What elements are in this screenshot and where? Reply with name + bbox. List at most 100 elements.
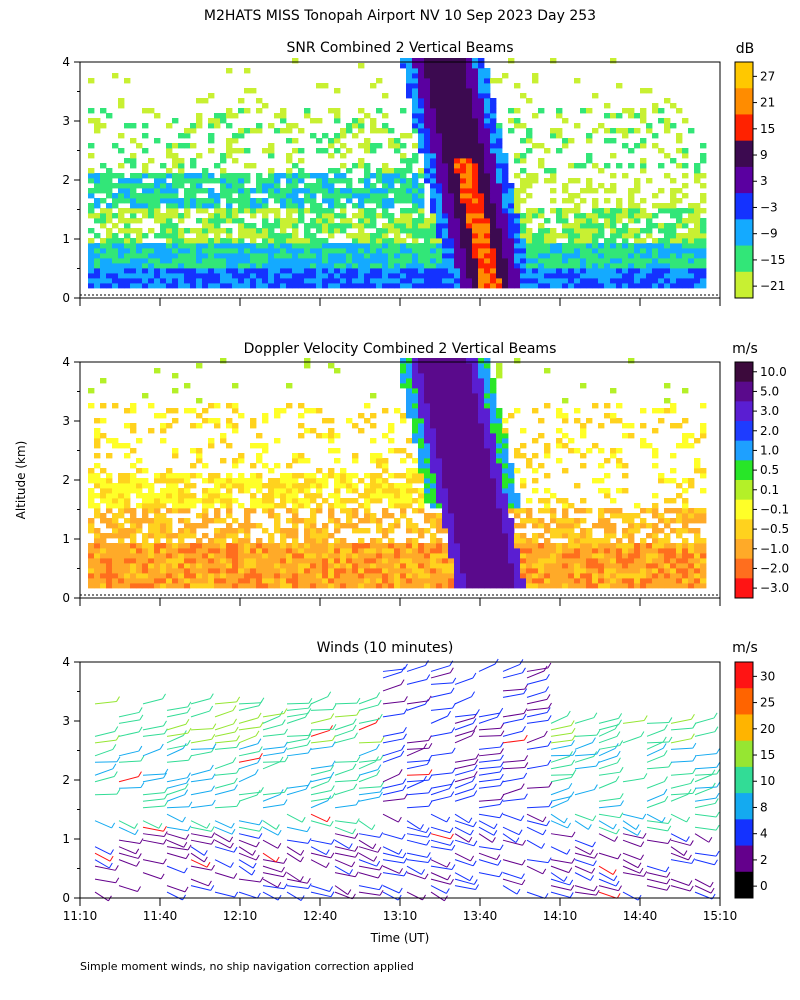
echo-cell [514,508,521,514]
echo-cell [346,283,353,289]
echo-cell [214,253,221,259]
echo-cell [550,173,557,179]
echo-cell [454,73,461,79]
echo-cell [412,98,419,104]
echo-cell [664,258,671,264]
echo-cell [436,558,443,564]
echo-cell [424,158,431,164]
echo-cell [538,213,545,219]
echo-cell [442,83,449,89]
echo-cell [694,263,701,269]
echo-cell [436,113,443,119]
echo-cell [622,568,629,574]
echo-cell [472,98,479,104]
echo-cell [376,108,383,114]
echo-cell [520,263,527,269]
echo-cell [394,543,401,549]
echo-cell [616,83,623,89]
echo-cell [316,433,323,439]
echo-cell [328,583,335,589]
echo-cell [370,278,377,284]
echo-cell [370,473,377,479]
echo-cell [370,488,377,494]
echo-cell [112,193,119,199]
echo-cell [268,543,275,549]
echo-cell [268,143,275,149]
echo-cell [400,258,407,264]
echo-cell [508,213,515,219]
echo-cell [328,553,335,559]
echo-cell [256,233,263,239]
echo-cell [376,543,383,549]
echo-cell [382,193,389,199]
echo-cell [442,278,449,284]
colorbar-swatch [735,88,753,115]
echo-cell [544,528,551,534]
echo-cell [274,493,281,499]
echo-cell [346,218,353,224]
echo-cell [238,203,245,209]
echo-cell [154,283,161,289]
echo-cell [274,558,281,564]
echo-cell [256,278,263,284]
echo-cell [328,503,335,509]
echo-cell [244,578,251,584]
echo-cell [496,438,503,444]
echo-cell [304,558,311,564]
echo-cell [496,158,503,164]
echo-cell [316,178,323,184]
echo-cell [190,243,197,249]
echo-cell [154,563,161,569]
echo-cell [382,268,389,274]
echo-cell [178,503,185,509]
echo-cell [502,473,509,479]
echo-cell [130,183,137,189]
echo-cell [484,103,491,109]
echo-cell [418,243,425,249]
echo-cell [520,553,527,559]
echo-cell [520,558,527,564]
echo-cell [370,218,377,224]
panel-title: Doppler Velocity Combined 2 Vertical Bea… [244,341,557,357]
echo-cell [400,63,407,69]
echo-cell [376,278,383,284]
echo-cell [502,563,509,569]
echo-cell [262,268,269,274]
echo-cell [100,268,107,274]
echo-cell [694,228,701,234]
echo-cell [472,173,479,179]
echo-cell [142,188,149,194]
echo-cell [316,223,323,229]
echo-cell [160,578,167,584]
echo-cell [370,573,377,579]
echo-cell [370,243,377,249]
echo-cell [496,78,503,84]
echo-cell [472,473,479,479]
echo-cell [448,58,455,64]
echo-cell [682,438,689,444]
echo-cell [136,523,143,529]
echo-cell [574,448,581,454]
echo-cell [424,243,431,249]
echo-cell [100,258,107,264]
echo-cell [670,188,677,194]
echo-cell [166,243,173,249]
echo-cell [460,253,467,259]
echo-cell [334,473,341,479]
echo-cell [490,238,497,244]
echo-cell [148,488,155,494]
echo-cell [484,68,491,74]
echo-cell [460,468,467,474]
echo-cell [520,578,527,584]
echo-cell [514,453,521,459]
echo-cell [496,433,503,439]
echo-cell [598,168,605,174]
echo-cell [580,573,587,579]
echo-cell [310,233,317,239]
echo-cell [436,63,443,69]
echo-cell [460,218,467,224]
echo-cell [94,438,101,444]
echo-cell [280,268,287,274]
echo-cell [142,273,149,279]
echo-cell [586,553,593,559]
